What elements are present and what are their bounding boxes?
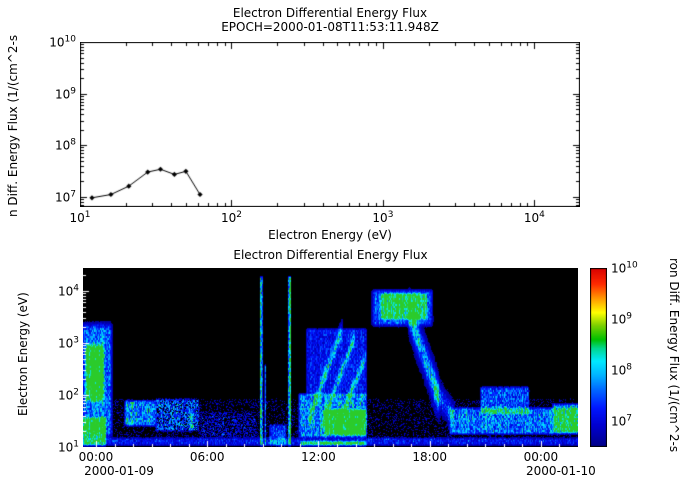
- time-tick-label: 00:00: [78, 450, 114, 464]
- spectrogram-canvas: [83, 268, 578, 447]
- colorbar-tick-label: 109: [611, 311, 633, 327]
- colorbar-tick-label: 107: [611, 413, 633, 429]
- top-chart-x-tick-label: 102: [220, 210, 242, 225]
- spectrogram-y-tick-label: 101: [57, 439, 79, 455]
- time-tick-label: 06:00: [189, 450, 225, 464]
- top-chart-y-tick-label: 107: [54, 189, 76, 205]
- end-date-label: 2000-01-10: [526, 464, 596, 478]
- top-x-axis-label: Electron Energy (eV): [268, 228, 392, 242]
- top-chart-x-tick-label: 101: [69, 210, 91, 225]
- spectrogram-title: Electron Differential Energy Flux: [233, 248, 428, 262]
- start-date-label: 2000-01-09: [84, 464, 154, 478]
- top-chart-title: Electron Differential Energy Flux: [232, 6, 428, 20]
- spectrogram-y-axis-label: Electron Energy (eV): [16, 292, 30, 416]
- colorbar: [590, 268, 607, 447]
- top-y-axis-label: n Diff. Energy Flux (1/(cm^2-s: [6, 34, 20, 217]
- top-chart-y-tick-label: 1010: [49, 34, 76, 50]
- line-chart-canvas: [80, 42, 580, 207]
- time-tick-label: 00:00: [523, 450, 559, 464]
- colorbar-label: ron Diff. Energy Flux (1/(cm^2-s: [667, 258, 681, 453]
- time-tick-label: 18:00: [412, 450, 447, 464]
- spectrogram-y-tick-label: 102: [57, 387, 79, 403]
- time-tick-label: 12:00: [301, 450, 336, 464]
- colorbar-tick-label: 1010: [611, 260, 638, 276]
- spectrogram-y-tick-label: 104: [57, 283, 79, 299]
- spectrogram-y-tick-label: 103: [57, 335, 79, 351]
- colorbar-tick-label: 108: [611, 362, 633, 378]
- top-chart-x-tick-label: 104: [523, 210, 545, 225]
- top-chart-y-tick-label: 109: [54, 86, 76, 102]
- top-chart-subtitle: EPOCH=2000-01-08T11:53:11.948Z: [221, 20, 439, 34]
- top-chart-y-tick-label: 108: [54, 137, 76, 153]
- top-chart-x-tick-label: 103: [372, 210, 394, 225]
